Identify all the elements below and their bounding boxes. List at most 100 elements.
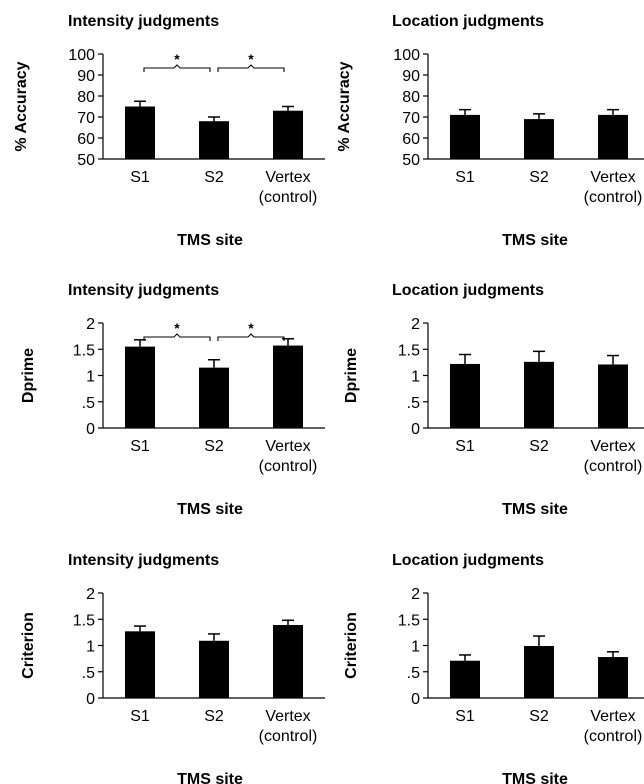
y-tick-label: 1.5 xyxy=(73,612,95,629)
bar xyxy=(524,646,554,698)
x-tick-label: Vertex xyxy=(590,438,635,455)
bar xyxy=(273,110,303,159)
y-tick-label: 50 xyxy=(402,152,420,169)
y-tick-label: 90 xyxy=(77,68,95,85)
x-axis-label: TMS site xyxy=(177,501,243,518)
y-tick-label: 1 xyxy=(86,369,95,386)
y-axis-label: Dprime xyxy=(343,348,360,403)
y-axis-label: Criterion xyxy=(343,612,360,679)
y-tick-label: 1 xyxy=(86,639,95,656)
x-tick-label: (control) xyxy=(584,728,643,745)
x-axis-label: TMS site xyxy=(502,501,568,518)
bar xyxy=(125,631,155,698)
bar xyxy=(273,625,303,698)
x-tick-label: S2 xyxy=(529,169,549,186)
significance-bracket xyxy=(217,64,285,72)
y-tick-label: .5 xyxy=(82,665,95,682)
y-tick-label: 1 xyxy=(411,639,420,656)
x-axis-label: TMS site xyxy=(502,771,568,784)
significance-label: * xyxy=(248,320,254,336)
y-tick-label: 90 xyxy=(402,68,420,85)
x-tick-label: S2 xyxy=(529,708,549,725)
x-tick-label: (control) xyxy=(259,728,318,745)
x-axis-label: TMS site xyxy=(177,771,243,784)
y-axis-label: % Accuracy xyxy=(13,61,30,151)
bar xyxy=(598,364,628,428)
x-tick-label: S1 xyxy=(455,169,475,186)
x-tick-label: S2 xyxy=(204,169,224,186)
x-tick-label: Vertex xyxy=(265,169,310,186)
bar xyxy=(524,361,554,428)
significance-bracket xyxy=(217,333,285,341)
chart-title: Intensity judgments xyxy=(68,282,219,299)
y-tick-label: 60 xyxy=(77,131,95,148)
significance-bracket xyxy=(143,64,211,72)
y-tick-label: 50 xyxy=(77,152,95,169)
y-tick-label: .5 xyxy=(407,395,420,412)
x-tick-label: Vertex xyxy=(265,438,310,455)
y-tick-label: 0 xyxy=(86,421,95,438)
chart-title: Intensity judgments xyxy=(68,13,219,30)
y-tick-label: 1 xyxy=(411,369,420,386)
y-tick-label: .5 xyxy=(82,395,95,412)
x-axis-label: TMS site xyxy=(177,232,243,249)
x-tick-label: S1 xyxy=(130,708,150,725)
chart-title: Location judgments xyxy=(392,552,544,569)
y-tick-label: 2 xyxy=(411,586,420,603)
y-tick-label: 0 xyxy=(86,691,95,708)
x-tick-label: Vertex xyxy=(590,169,635,186)
y-tick-label: 1.5 xyxy=(73,342,95,359)
x-tick-label: S1 xyxy=(130,169,150,186)
bar xyxy=(125,106,155,159)
y-tick-label: 0 xyxy=(411,691,420,708)
y-tick-label: 2 xyxy=(86,586,95,603)
y-tick-label: 1.5 xyxy=(398,342,420,359)
x-tick-label: S2 xyxy=(529,438,549,455)
bar xyxy=(273,345,303,428)
x-axis-label: TMS site xyxy=(502,232,568,249)
chart-title: Location judgments xyxy=(392,13,544,30)
bar xyxy=(450,660,480,698)
y-axis-label: % Accuracy xyxy=(336,61,353,151)
x-tick-label: S1 xyxy=(130,438,150,455)
x-tick-label: (control) xyxy=(584,189,643,206)
y-tick-label: 2 xyxy=(86,316,95,333)
bar xyxy=(598,657,628,698)
y-tick-label: 70 xyxy=(77,110,95,127)
y-tick-label: 60 xyxy=(402,131,420,148)
chart-title: Intensity judgments xyxy=(68,552,219,569)
significance-label: * xyxy=(248,51,254,67)
x-tick-label: Vertex xyxy=(265,708,310,725)
x-tick-label: (control) xyxy=(259,189,318,206)
x-tick-label: S2 xyxy=(204,438,224,455)
y-tick-label: 0 xyxy=(411,421,420,438)
significance-label: * xyxy=(174,320,180,336)
y-tick-label: 100 xyxy=(68,47,95,64)
y-tick-label: .5 xyxy=(407,665,420,682)
significance-bracket xyxy=(143,333,211,341)
x-tick-label: (control) xyxy=(259,458,318,475)
y-tick-label: 80 xyxy=(77,89,95,106)
y-tick-label: 70 xyxy=(402,110,420,127)
y-tick-label: 1.5 xyxy=(398,612,420,629)
y-tick-label: 100 xyxy=(393,47,420,64)
bar xyxy=(199,367,229,428)
bar xyxy=(524,119,554,159)
bar xyxy=(450,363,480,428)
chart-panel: Intensity judgments % Accuracy 100 90 80 70 60… xyxy=(13,13,325,249)
y-axis-label: Criterion xyxy=(20,612,37,679)
x-tick-label: (control) xyxy=(584,458,643,475)
x-tick-label: S1 xyxy=(455,438,475,455)
bar xyxy=(450,114,480,159)
bar xyxy=(598,114,628,159)
bar xyxy=(125,346,155,428)
bar xyxy=(199,121,229,159)
y-tick-label: 2 xyxy=(411,316,420,333)
chart-title: Location judgments xyxy=(392,282,544,299)
chart-panel: Location judgments % Accuracy 100 90 80 70 60 5… xyxy=(336,13,644,249)
bar xyxy=(199,640,229,698)
